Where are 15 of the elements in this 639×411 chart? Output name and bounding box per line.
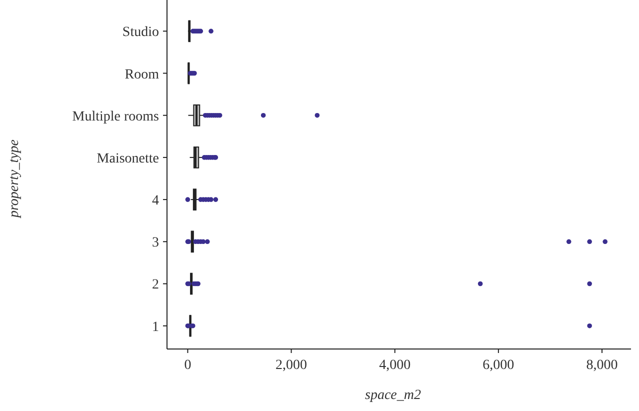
x-tick-label: 4,000 <box>379 358 411 373</box>
x-tick-label: 6,000 <box>482 358 514 373</box>
y-axis-title: property_type <box>7 139 22 219</box>
x-axis-title: space_m2 <box>365 388 421 403</box>
y-tick-label: 2 <box>152 278 159 293</box>
y-tick-label: Maisonette <box>96 151 159 166</box>
y-tick-label: 3 <box>152 236 159 251</box>
x-tick-label: 2,000 <box>276 358 308 373</box>
y-tick-label: Room <box>124 67 160 82</box>
y-tick-label: 1 <box>152 320 159 335</box>
y-tick-label: Studio <box>122 25 159 40</box>
y-tick-label: Multiple rooms <box>72 109 159 124</box>
x-tick-label: 0 <box>184 358 192 373</box>
y-tick-label: 4 <box>152 194 159 209</box>
x-tick-label: 8,000 <box>586 358 618 373</box>
